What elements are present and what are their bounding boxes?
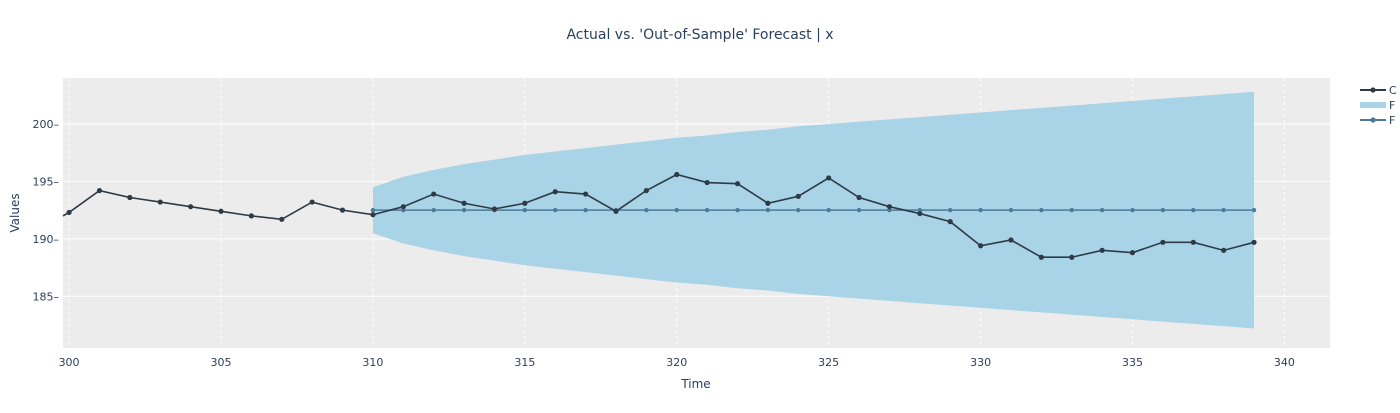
forecast-point [704,207,710,213]
forecast-point [644,207,649,213]
x-tick-label: 310 [362,356,383,369]
actual-point [1129,250,1136,256]
x-tick-label: 305 [210,356,231,369]
x-tick-label: 335 [1122,356,1143,369]
forecast-point [1160,207,1166,213]
forecast-point [765,207,771,213]
actual-point [522,200,528,206]
forecast-point [796,207,801,213]
y-tick-label: 190– [33,233,60,246]
forecast-point [1099,207,1105,213]
actual-point [188,204,194,210]
x-tick-label: 300 [59,356,80,369]
forecast-point [1221,207,1226,213]
actual-point [795,193,801,199]
y-tick-label: 200– [33,118,60,131]
forecast-point [1008,207,1014,213]
actual-point [947,219,953,225]
legend-label: F [1389,99,1395,112]
actual-point [461,200,467,206]
actual-point [643,187,649,194]
y-tick-label: 185– [33,290,60,303]
legend-swatch-interval [1360,102,1386,108]
forecast-point [948,207,953,213]
actual-point [339,207,346,213]
forecast-point [735,207,740,213]
actual-point [96,187,103,194]
actual-point [734,181,741,187]
forecast-point [856,207,862,213]
actual-point [552,189,558,195]
actual-point [309,199,315,205]
actual-point [370,212,376,218]
actual-point [1069,254,1075,260]
x-tick-label: 330 [970,356,991,369]
forecast-point [978,207,983,213]
actual-point [218,208,224,214]
forecast-point [674,207,679,213]
actual-point [582,191,589,197]
forecast-point [1039,207,1044,213]
legend[interactable]: CFF [1360,84,1397,127]
forecast-point [522,207,528,213]
forecast-point [1130,207,1135,213]
y-axis-label: Values [8,193,22,232]
x-tick-label: 315 [514,356,535,369]
forecast-point [1251,207,1257,213]
actual-point [1099,247,1105,253]
forecast-point [1191,207,1196,213]
actual-point [1038,254,1044,260]
x-axis: 300 305 310 315 320 325 330 335 340 [59,356,1295,369]
actual-point [765,200,771,206]
actual-point [1008,237,1014,243]
y-tick-label: 195– [33,175,60,188]
forecast-point [1069,207,1074,213]
actual-point [279,216,285,222]
legend-label: C [1389,84,1397,97]
actual-layer [62,171,1257,260]
actual-point [1251,239,1257,245]
x-tick-label: 325 [818,356,839,369]
y-axis: 185– 190– 195– 200– [33,118,60,303]
actual-point [491,206,498,212]
actual-point [431,191,437,197]
actual-point [127,194,133,201]
forecast-layer [370,207,1257,213]
legend-swatch-marker [1370,87,1376,93]
chart-title: Actual vs. 'Out-of-Sample' Forecast | x [566,27,833,43]
forecast-point [431,207,436,213]
legend-swatch-marker [1370,117,1376,123]
actual-point [1221,247,1227,253]
x-axis-label: Time [680,377,710,391]
actual-point [704,179,710,186]
actual-point [66,209,72,216]
actual-point [400,204,406,210]
actual-point [826,175,832,181]
forecast-point [826,207,831,213]
actual-point [886,204,893,210]
forecast-point [461,207,467,213]
actual-point [917,210,923,217]
forecast-point [583,207,588,213]
actual-point [1160,239,1166,245]
x-tick-label: 340 [1274,356,1295,369]
actual-point [157,199,163,205]
actual-point [856,194,862,201]
forecast-point [370,207,376,213]
actual-point [613,208,619,214]
actual-point [977,243,984,249]
actual-point [1190,239,1196,245]
forecast-point [553,207,558,213]
actual-point [248,213,254,219]
actual-point [674,171,680,178]
x-tick-label: 320 [666,356,687,369]
legend-label: F [1389,114,1395,127]
